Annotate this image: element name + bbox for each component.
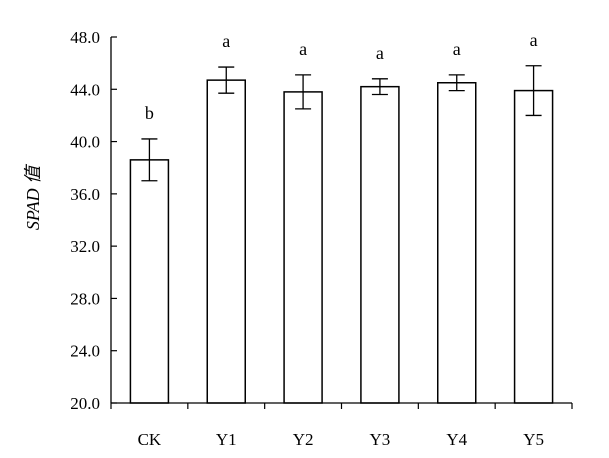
x-tick-label-ck: CK [138,430,162,449]
x-tick-label-y2: Y2 [293,430,314,449]
plot-area: b a a a a a [129,30,554,404]
y-tick-label: 32.0 [70,237,100,256]
y-tick-label: 20.0 [70,394,100,413]
bar-ck [129,159,170,404]
bar-y1 [206,79,246,404]
y-tick-label: 28.0 [70,289,100,308]
y-tick-label: 24.0 [70,342,100,361]
x-tick-label-y1: Y1 [216,430,237,449]
y-axis-label: SPAD 值 [23,163,43,230]
bar-y5 [513,89,554,404]
y-tick-label: 40.0 [70,133,100,152]
significance-letter-y1: a [222,31,230,51]
y-tick-label: 48.0 [70,28,100,47]
bar-y2 [283,91,323,404]
x-axis: CK Y1 Y2 Y3 Y4 Y5 [110,402,573,449]
bar-y3 [360,85,400,404]
x-tick-label-y5: Y5 [523,430,544,449]
significance-letter-y5: a [530,30,538,50]
x-tick-label-y3: Y3 [370,430,391,449]
y-axis: 20.0 24.0 28.0 32.0 36.0 40.0 44.0 48.0 [70,28,117,413]
bar-y4 [437,82,477,404]
y-tick-label: 44.0 [70,80,100,99]
y-tick-label: 36.0 [70,185,100,204]
significance-letter-y4: a [453,39,461,59]
significance-letter-y3: a [376,43,384,63]
significance-letter-y2: a [299,39,307,59]
significance-letter-ck: b [145,103,154,123]
x-tick-label-y4: Y4 [446,430,467,449]
